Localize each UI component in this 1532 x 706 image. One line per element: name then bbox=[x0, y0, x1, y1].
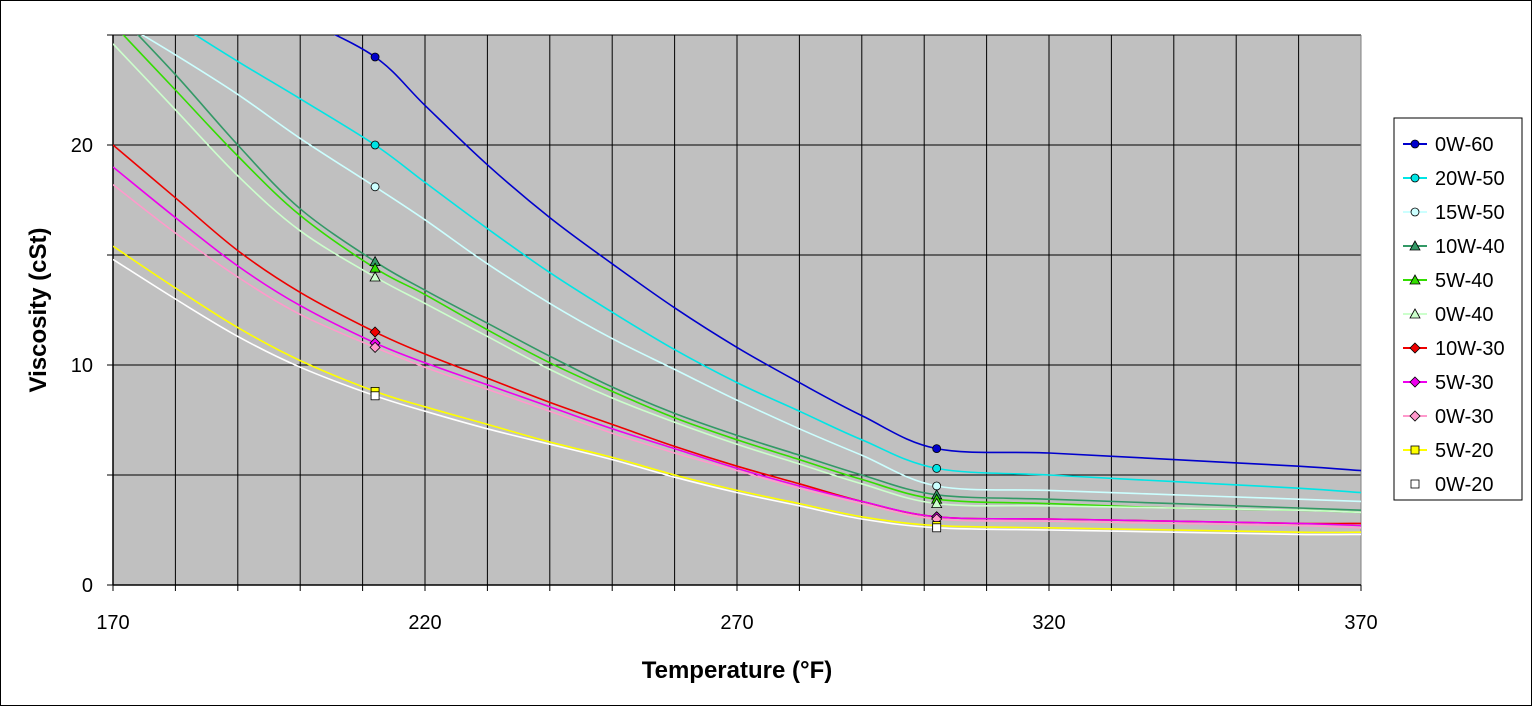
y-tick-label: 20 bbox=[71, 135, 93, 157]
legend-marker-0w-20 bbox=[1410, 479, 1420, 489]
legend-marker-10w-40 bbox=[1409, 240, 1421, 251]
data-point-0w-40 bbox=[369, 271, 381, 282]
data-point-20w-50 bbox=[932, 463, 942, 473]
tick-labels: 170 220 270 320 370 0 10 20 bbox=[71, 135, 1378, 634]
series-line-5w-20 bbox=[113, 245, 1361, 534]
legend-label-0w-60: 0W-60 bbox=[1435, 134, 1494, 156]
legend-marker-0w-40 bbox=[1409, 308, 1421, 319]
legend-marker-5w-20 bbox=[1410, 445, 1420, 455]
legend-label-5w-40: 5W-40 bbox=[1435, 270, 1494, 292]
legend-label-10w-40: 10W-40 bbox=[1435, 236, 1505, 258]
legend-marker-5w-40 bbox=[1409, 274, 1421, 285]
series-line-0w-20 bbox=[113, 258, 1361, 536]
data-point-0w-20 bbox=[370, 391, 380, 401]
x-tick-label: 220 bbox=[408, 612, 441, 634]
y-tick-label: 10 bbox=[71, 355, 93, 377]
series-line-20w-50 bbox=[194, 35, 1361, 494]
y-tick-label: 0 bbox=[82, 575, 93, 597]
legend-label-0w-30: 0W-30 bbox=[1435, 406, 1494, 428]
series-lines bbox=[113, 35, 1361, 536]
x-axis-title: Temperature (°F) bbox=[642, 657, 833, 684]
data-point-0w-30 bbox=[369, 341, 381, 353]
legend-marker-0w-60 bbox=[1410, 139, 1420, 149]
gridlines bbox=[113, 34, 1362, 585]
data-point-20w-50 bbox=[370, 140, 380, 150]
data-point-0w-60 bbox=[932, 444, 942, 454]
data-point-0w-20 bbox=[932, 523, 942, 533]
y-axis-title: Viscosity (cSt) bbox=[25, 228, 52, 393]
data-point-15w-50 bbox=[932, 481, 942, 491]
legend-marker-15w-50 bbox=[1410, 207, 1420, 217]
series-line-5w-40 bbox=[122, 35, 1361, 514]
legend-label-0w-40: 0W-40 bbox=[1435, 304, 1494, 326]
axes bbox=[107, 34, 1362, 591]
legend-label-20w-50: 20W-50 bbox=[1435, 168, 1505, 190]
legend-label-0w-20: 0W-20 bbox=[1435, 474, 1494, 496]
legend-marker-0w-30 bbox=[1409, 410, 1421, 422]
series-line-0w-60 bbox=[333, 35, 1361, 472]
series-markers bbox=[369, 52, 943, 533]
series-line-0w-30 bbox=[113, 183, 1361, 529]
series-line-5w-30 bbox=[113, 166, 1361, 527]
x-tick-label: 270 bbox=[720, 612, 753, 634]
legend-label-5w-20: 5W-20 bbox=[1435, 440, 1494, 462]
legend-marker-10w-30 bbox=[1409, 342, 1421, 354]
data-point-10w-30 bbox=[369, 326, 381, 338]
x-tick-label: 320 bbox=[1032, 612, 1065, 634]
series-line-15w-50 bbox=[141, 35, 1361, 503]
series-line-0w-40 bbox=[113, 43, 1361, 514]
legend-marker-20w-50 bbox=[1410, 173, 1420, 183]
legend-label-5w-30: 5W-30 bbox=[1435, 372, 1494, 394]
x-tick-label: 370 bbox=[1344, 612, 1377, 634]
data-point-15w-50 bbox=[370, 182, 380, 192]
data-point-0w-40 bbox=[931, 497, 943, 509]
legend-label-10w-30: 10W-30 bbox=[1435, 338, 1505, 360]
data-point-0w-60 bbox=[370, 52, 380, 62]
series-line-10w-40 bbox=[137, 35, 1361, 511]
legend: 0W-60 20W-50 15W-50 10W-40 5W-40 0W-40 10W-30 5… bbox=[1393, 117, 1523, 501]
legend-marker-5w-30 bbox=[1409, 376, 1421, 388]
x-tick-label: 170 bbox=[96, 612, 129, 634]
legend-label-15w-50: 15W-50 bbox=[1435, 202, 1505, 224]
